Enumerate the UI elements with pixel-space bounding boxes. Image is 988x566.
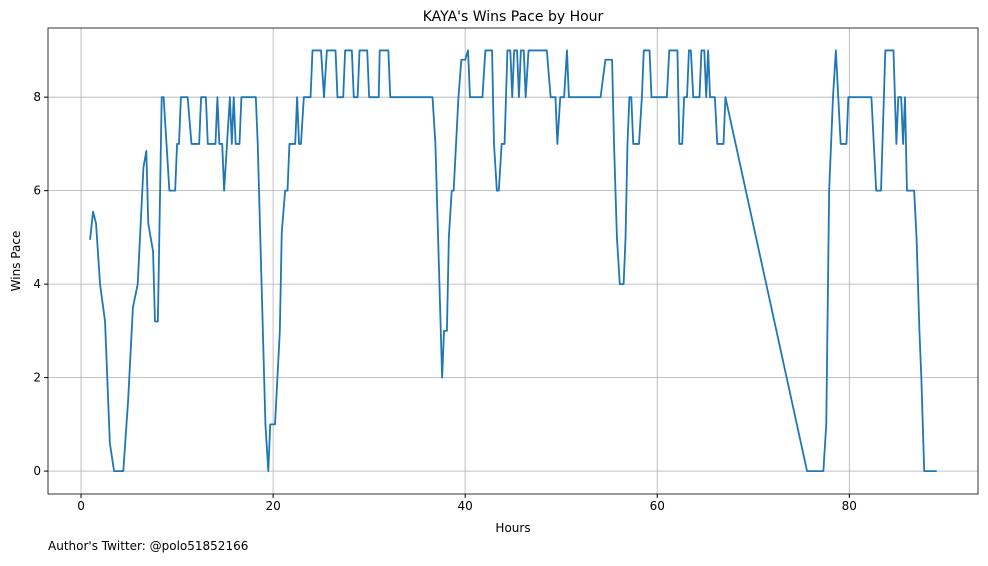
y-tick-label: 0 [33,464,41,478]
y-tick-label: 4 [33,277,41,291]
x-tick-label: 20 [265,499,280,513]
y-tick-label: 6 [33,184,41,198]
chart-title: KAYA's Wins Pace by Hour [423,9,604,25]
x-axis-label: Hours [495,521,530,535]
x-tick-label: 40 [458,499,473,513]
plot-frame [47,27,979,495]
y-tick-label: 8 [33,90,41,104]
y-tick-label: 2 [33,371,41,385]
footnote: Author's Twitter: @polo51852166 [48,539,248,553]
x-tick-label: 60 [650,499,665,513]
data-line [89,49,937,472]
x-tick-label: 80 [842,499,857,513]
y-axis-label: Wins Pace [9,231,23,292]
x-tick-label: 0 [77,499,85,513]
